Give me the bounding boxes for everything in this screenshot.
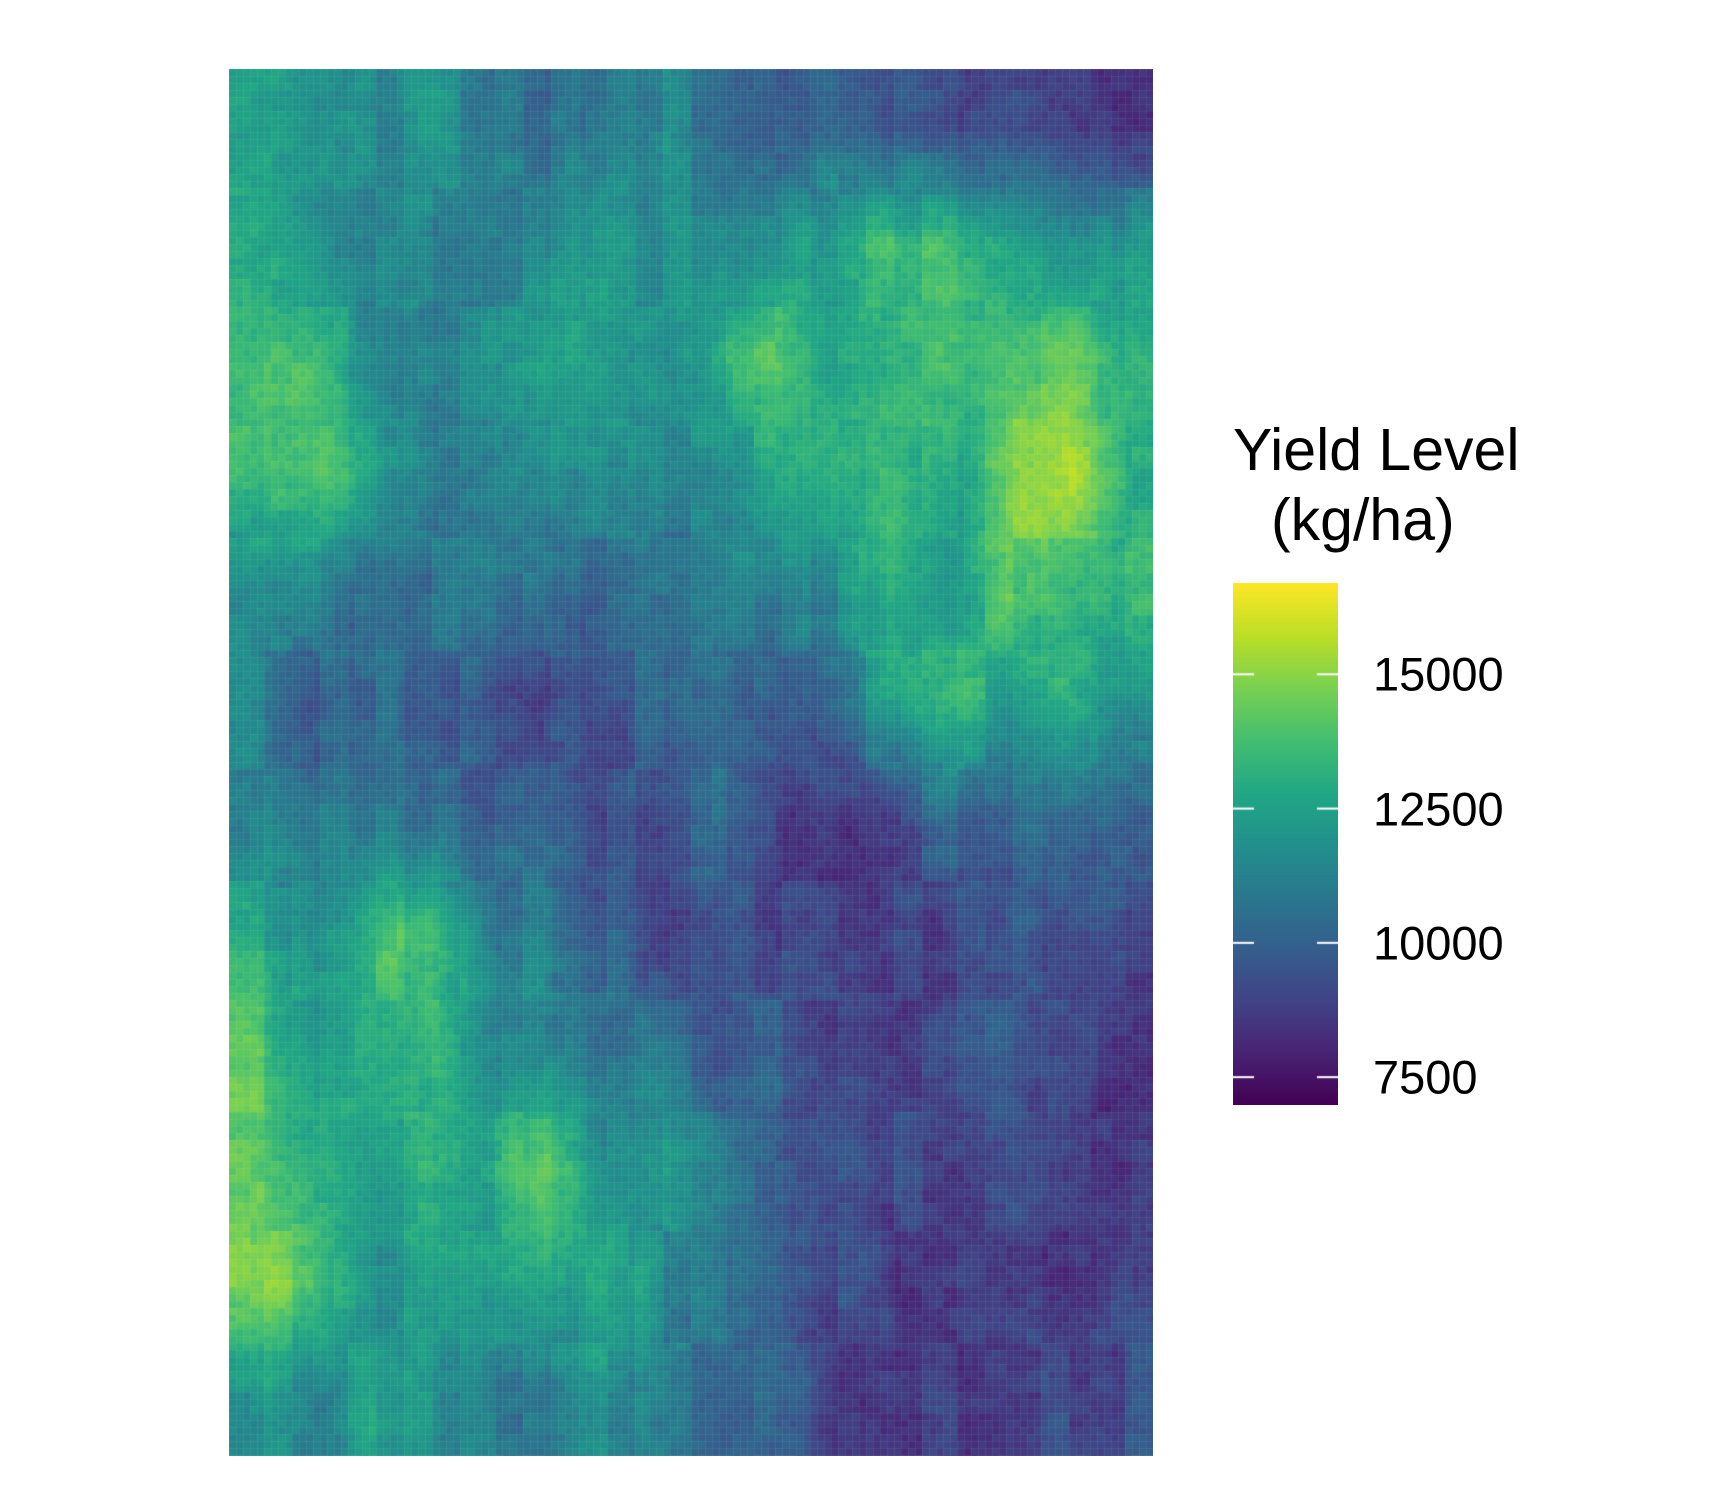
legend-title: Yield Level (kg/ha)	[1233, 415, 1519, 555]
legend-title-line1: Yield Level	[1233, 417, 1520, 483]
heatmap-plot-area	[229, 69, 1153, 1456]
yield-heatmap	[229, 69, 1153, 1456]
legend-title-line2: (kg/ha)	[1271, 487, 1455, 553]
legend: Yield Level (kg/ha) 15000 12500 10000 7500	[1233, 415, 1633, 1115]
legend-tick-label: 10000	[1373, 916, 1504, 970]
legend-colorbar	[1233, 583, 1338, 1105]
legend-tick-label: 12500	[1373, 782, 1504, 836]
legend-tick-label: 7500	[1373, 1050, 1478, 1104]
legend-tick-label: 15000	[1373, 647, 1504, 701]
